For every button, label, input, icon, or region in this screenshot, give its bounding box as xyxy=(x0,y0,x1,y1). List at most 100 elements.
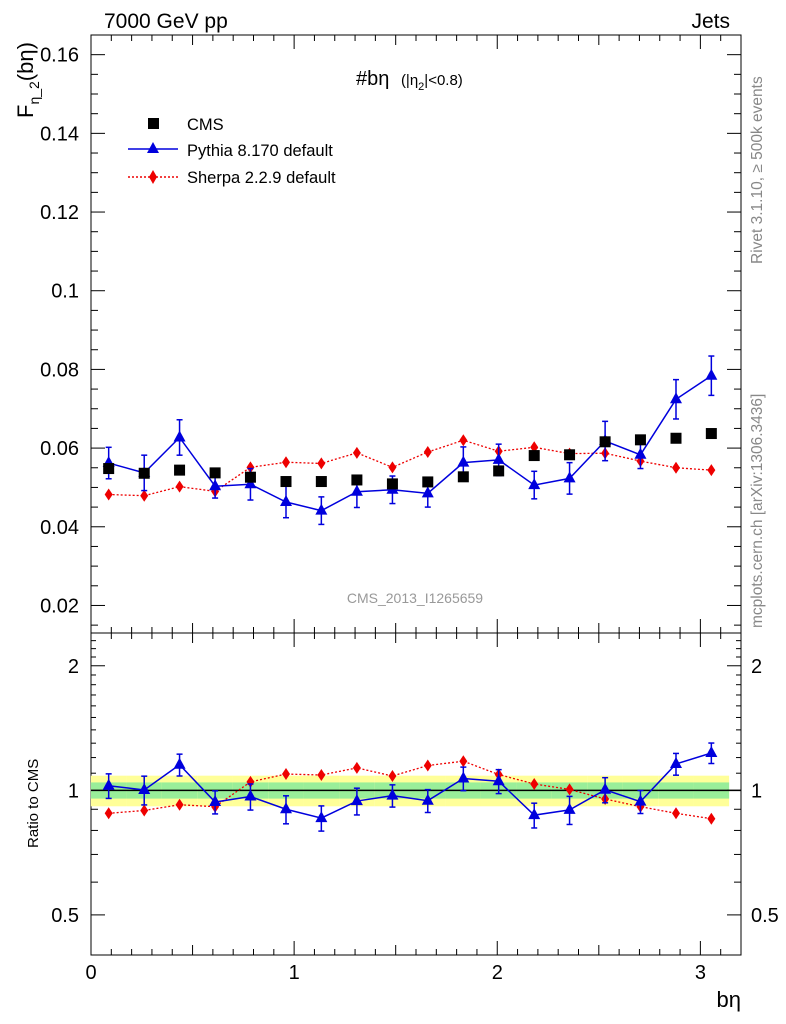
y-tick-label-main: 0.16 xyxy=(40,45,79,67)
x-axis-label: bη xyxy=(717,987,741,1012)
y-tick-label-main: 0.06 xyxy=(40,438,79,460)
header-right: Jets xyxy=(691,10,730,33)
pythia-point xyxy=(634,447,647,459)
ratio-pythia-point xyxy=(634,794,647,806)
x-tick-label: 3 xyxy=(695,962,706,984)
ratio-sherpa-point xyxy=(565,783,574,796)
ratio-pythia-line xyxy=(108,752,712,819)
ratio-pythia-point xyxy=(173,757,186,769)
plot-title: #bη (|η2|<0.8) xyxy=(356,68,463,93)
side-text-top: Rivet 3.1.10, ≥ 500k events xyxy=(749,76,766,264)
tick-labels: 0.02 0.04 0.06 0.08 0.1 0.12 0.14 0.16 0 1 2 3 0.5 1 2… xyxy=(40,45,779,984)
main-series-layer xyxy=(102,355,718,526)
y-tick-label-main: 0.08 xyxy=(40,359,79,381)
ratio-tick-label-left: 1 xyxy=(68,780,79,802)
ratio-tick-label-right: 2 xyxy=(751,656,762,678)
side-text-bottom: mcplots.cern.ch [arXiv:1306.3436] xyxy=(749,394,766,628)
y-tick-label-main: 0.04 xyxy=(40,517,79,539)
legend-cms-marker xyxy=(148,118,159,129)
plot-title-sub-index: 2 xyxy=(418,81,424,93)
sherpa-point xyxy=(104,488,113,501)
cms-point xyxy=(528,450,540,462)
y-axis-label-ratio: Ratio to CMS xyxy=(25,759,42,848)
ratio-pythia-point xyxy=(528,808,541,820)
legend-pythia-marker xyxy=(147,142,159,153)
ratio-sherpa-point xyxy=(140,804,149,817)
ratio-sherpa-point xyxy=(388,770,397,783)
ratio-series-layer xyxy=(102,742,718,832)
ratio-pythia-point xyxy=(705,745,718,757)
ratio-pythia-point xyxy=(563,802,576,814)
sherpa-line xyxy=(108,439,712,497)
cms-point xyxy=(493,465,505,477)
ratio-tick-label-left: 2 xyxy=(68,656,79,678)
analysis-id-watermark: CMS_2013_I1265659 xyxy=(347,590,483,606)
sherpa-point xyxy=(707,464,716,477)
cms-point xyxy=(209,467,221,479)
ratio-sherpa-line xyxy=(108,760,712,820)
sherpa-point xyxy=(423,446,432,459)
cms-point xyxy=(244,471,256,483)
y-tick-label-main: 0.12 xyxy=(40,202,79,224)
cms-point xyxy=(422,476,434,488)
sherpa-point xyxy=(246,461,255,474)
ratio-pythia-point xyxy=(315,811,328,823)
pythia-point xyxy=(315,503,328,515)
pythia-point xyxy=(209,479,222,491)
ratio-pythia-point xyxy=(102,778,115,790)
cms-point xyxy=(351,474,363,486)
cms-point xyxy=(564,449,576,461)
ratio-sherpa-point xyxy=(352,761,361,774)
ratio-sherpa-point xyxy=(317,769,326,782)
y-tick-label-main: 0.02 xyxy=(40,595,79,617)
ratio-pythia-point xyxy=(280,802,292,814)
cms-point xyxy=(670,432,682,444)
sherpa-point xyxy=(672,461,680,474)
y-tick-label-main: 0.14 xyxy=(40,123,79,145)
ratio-sherpa-point xyxy=(282,768,290,781)
cms-point xyxy=(705,428,717,440)
y-label-rest: (bη) xyxy=(13,42,38,81)
pythia-point xyxy=(670,392,682,404)
plot-title-sub: (|η xyxy=(401,72,418,89)
cms-point xyxy=(386,478,398,490)
pythia-point xyxy=(350,484,363,496)
ratio-sherpa-point xyxy=(246,775,255,788)
sherpa-point xyxy=(459,434,468,447)
ratio-pythia-point xyxy=(138,782,151,794)
plot-title-main: #bη xyxy=(356,68,389,90)
plot-title-sub-end: |<0.8) xyxy=(424,72,463,89)
sherpa-point xyxy=(140,489,149,502)
y-label-subscript: η_2 xyxy=(26,81,42,105)
cms-point xyxy=(599,436,611,448)
legend-pythia-label: Pythia 8.170 default xyxy=(187,142,333,160)
ratio-sherpa-point xyxy=(707,812,716,825)
ratio-pythia-point xyxy=(599,782,612,794)
legend-cms-label: CMS xyxy=(187,116,224,134)
ratio-sherpa-point xyxy=(175,798,184,811)
sherpa-point xyxy=(317,457,326,470)
cms-point xyxy=(315,476,327,488)
y-tick-label-main: 0.1 xyxy=(51,281,79,303)
ratio-sherpa-point xyxy=(104,807,113,820)
ratio-sherpa-point xyxy=(423,759,432,772)
pythia-point xyxy=(528,478,541,490)
sherpa-point xyxy=(175,480,184,493)
ratio-sherpa-point xyxy=(530,777,539,790)
x-tick-label: 2 xyxy=(492,962,503,984)
cms-point xyxy=(103,463,115,475)
cms-point xyxy=(634,434,646,446)
ratio-sherpa-point xyxy=(459,755,468,768)
ratio-pythia-point xyxy=(492,774,505,786)
ratio-pythia-point xyxy=(209,795,222,807)
header-left: 7000 GeV pp xyxy=(104,10,228,33)
pythia-point xyxy=(457,455,470,467)
ratio-pythia-point xyxy=(457,771,470,783)
cms-point xyxy=(174,464,186,476)
ratio-tick-label-right: 0.5 xyxy=(751,905,779,927)
pythia-point xyxy=(492,452,505,464)
pythia-point xyxy=(173,430,186,442)
ratio-sherpa-point xyxy=(672,807,680,820)
x-tick-label: 0 xyxy=(85,962,96,984)
